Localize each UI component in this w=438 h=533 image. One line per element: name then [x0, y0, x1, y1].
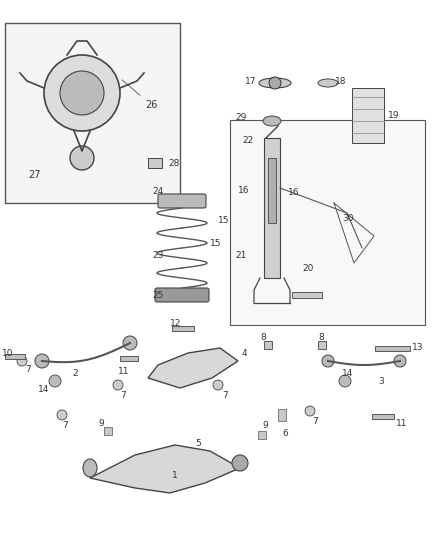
Text: 9: 9	[262, 421, 268, 430]
Circle shape	[35, 354, 49, 368]
Text: 4: 4	[242, 349, 247, 358]
Text: 9: 9	[98, 418, 104, 427]
Text: 18: 18	[335, 77, 346, 85]
Text: 14: 14	[342, 368, 353, 377]
Text: 20: 20	[302, 264, 313, 273]
Polygon shape	[90, 445, 240, 493]
Circle shape	[394, 355, 406, 367]
Circle shape	[17, 356, 27, 366]
Circle shape	[339, 375, 351, 387]
Ellipse shape	[259, 78, 291, 88]
Bar	[258, 431, 266, 439]
Text: 15: 15	[218, 216, 230, 225]
Bar	[375, 345, 410, 351]
Text: 26: 26	[122, 80, 157, 110]
Polygon shape	[148, 348, 238, 388]
Text: 1: 1	[172, 471, 178, 480]
Bar	[5, 353, 25, 359]
Text: 30: 30	[342, 214, 353, 223]
Circle shape	[322, 355, 334, 367]
Bar	[120, 356, 138, 361]
Text: 7: 7	[25, 365, 31, 374]
Circle shape	[123, 336, 137, 350]
Text: 3: 3	[378, 376, 384, 385]
Text: 7: 7	[120, 391, 126, 400]
Text: 16: 16	[288, 188, 300, 197]
Text: 11: 11	[118, 367, 130, 376]
Bar	[5, 23, 180, 203]
Bar	[278, 409, 286, 421]
Text: 8: 8	[318, 333, 324, 342]
Circle shape	[213, 380, 223, 390]
Ellipse shape	[318, 79, 338, 87]
Text: 28: 28	[168, 158, 180, 167]
Text: 15: 15	[210, 238, 222, 247]
Bar	[352, 88, 384, 143]
Text: 24: 24	[152, 187, 163, 196]
Bar	[230, 120, 425, 325]
Text: 17: 17	[245, 77, 257, 85]
Text: 7: 7	[62, 421, 68, 430]
Text: 12: 12	[170, 319, 181, 327]
Text: 16: 16	[238, 186, 250, 195]
Text: 27: 27	[28, 170, 40, 180]
Text: 29: 29	[235, 114, 246, 123]
Bar	[292, 292, 322, 298]
Text: 6: 6	[282, 429, 288, 438]
Circle shape	[269, 77, 281, 89]
Circle shape	[305, 406, 315, 416]
Bar	[268, 158, 276, 223]
Text: 19: 19	[388, 110, 399, 119]
Circle shape	[60, 71, 104, 115]
Text: 7: 7	[222, 391, 228, 400]
Bar	[148, 158, 162, 168]
Text: 13: 13	[412, 343, 424, 351]
Ellipse shape	[263, 116, 281, 126]
Text: 7: 7	[312, 416, 318, 425]
Circle shape	[57, 410, 67, 420]
Text: 23: 23	[152, 251, 163, 260]
Text: 11: 11	[396, 418, 407, 427]
Text: 10: 10	[2, 349, 14, 358]
Circle shape	[44, 55, 120, 131]
Bar	[104, 427, 112, 435]
Text: 25: 25	[152, 290, 163, 300]
Circle shape	[70, 146, 94, 170]
Text: 22: 22	[242, 136, 253, 145]
FancyBboxPatch shape	[158, 194, 206, 208]
Text: 14: 14	[38, 384, 49, 393]
Circle shape	[232, 455, 248, 471]
Text: 21: 21	[235, 251, 246, 260]
Bar	[264, 341, 272, 349]
Text: 5: 5	[195, 439, 201, 448]
Text: 2: 2	[72, 368, 78, 377]
Ellipse shape	[83, 459, 97, 477]
Circle shape	[113, 380, 123, 390]
FancyBboxPatch shape	[155, 288, 209, 302]
Bar	[172, 326, 194, 331]
Text: 8: 8	[260, 333, 266, 342]
Bar	[318, 341, 326, 349]
Circle shape	[49, 375, 61, 387]
Bar	[264, 138, 280, 278]
Bar	[372, 414, 394, 419]
